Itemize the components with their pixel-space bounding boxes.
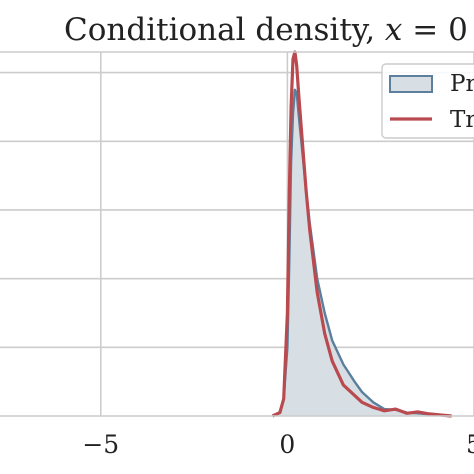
series-tr-line xyxy=(271,50,452,418)
axes: −5 0 5 xyxy=(0,51,474,459)
x-tick-label: −5 xyxy=(82,430,119,459)
grid xyxy=(0,52,474,416)
legend-label-tr: Tr xyxy=(450,107,474,133)
chart-title: Conditional density, x = 0 xyxy=(64,12,468,48)
legend: Pr Tr xyxy=(381,63,474,139)
legend-label-pr: Pr xyxy=(450,71,474,97)
x-tick-label: 0 xyxy=(279,430,295,459)
plot-series xyxy=(271,50,452,418)
legend-swatch-pr xyxy=(389,75,433,93)
x-tick-label: 5 xyxy=(466,430,474,459)
series-pr-area xyxy=(272,89,452,417)
